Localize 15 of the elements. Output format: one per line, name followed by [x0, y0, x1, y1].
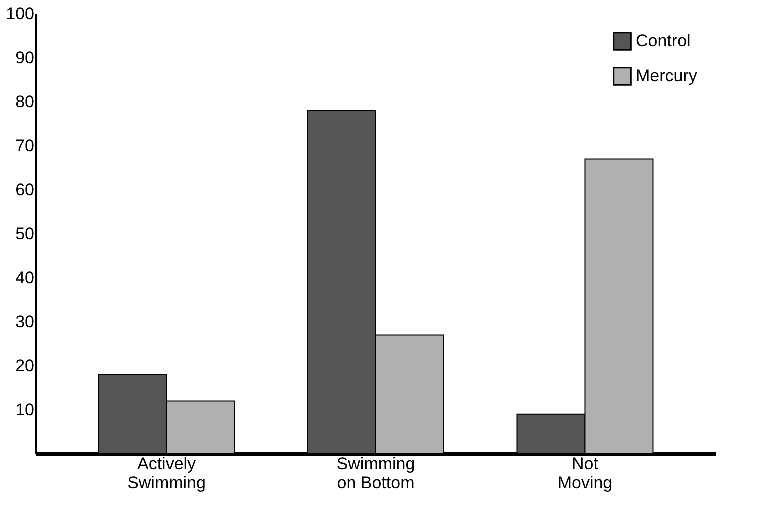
- x-tick-label: Swimming on Bottom: [336, 454, 416, 492]
- y-tick-label: 70: [16, 136, 34, 156]
- y-tick-label: 40: [16, 268, 34, 288]
- y-tick-label: 20: [16, 356, 34, 376]
- y-tick-label: 10: [16, 400, 34, 420]
- y-tick-label: 90: [16, 48, 34, 68]
- y-tick-label: 60: [16, 180, 34, 200]
- x-tick-label: Not Moving: [558, 454, 613, 492]
- x-tick-label: Actively Swimming: [128, 454, 206, 492]
- y-tick-label: 30: [16, 312, 34, 332]
- legend-label: Control: [636, 32, 691, 50]
- y-tick-label: 100: [6, 4, 34, 24]
- y-tick-label: 80: [16, 92, 34, 112]
- legend-label: Mercury: [636, 66, 698, 86]
- y-tick-label: 50: [16, 224, 34, 244]
